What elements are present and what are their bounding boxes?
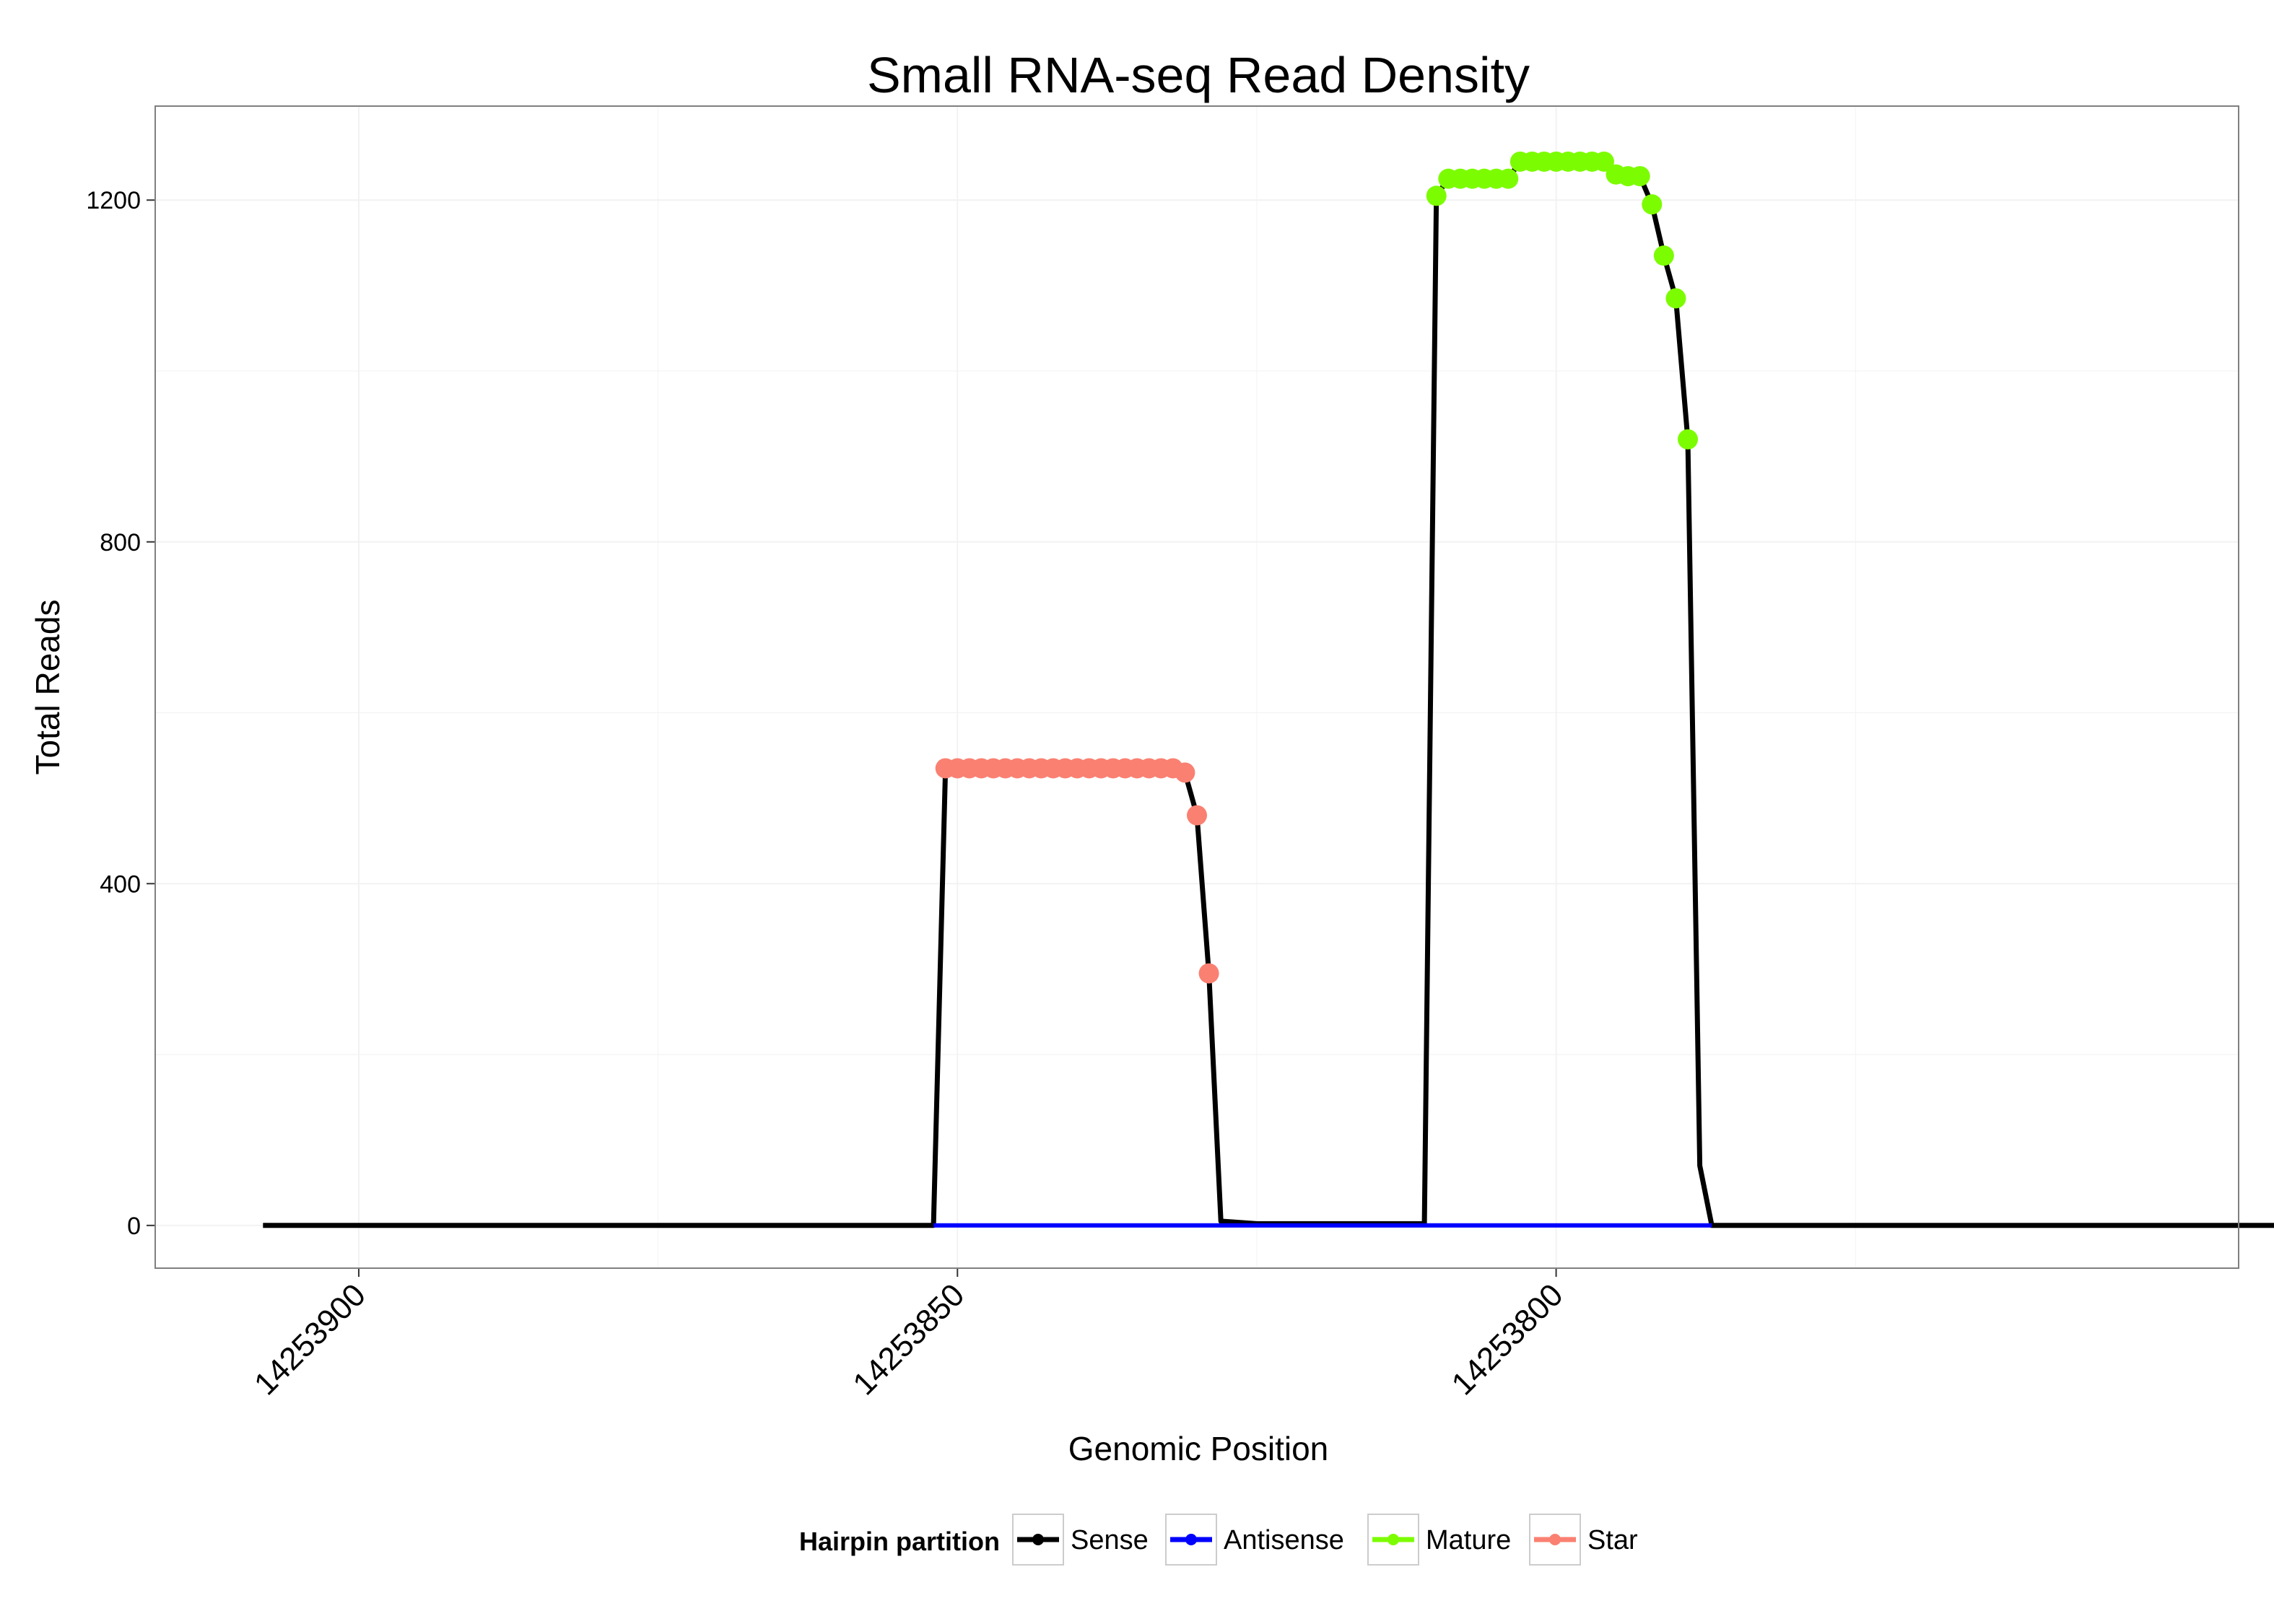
mature-point: [1426, 185, 1447, 206]
mature-point: [1653, 245, 1674, 266]
mature-point: [1593, 151, 1614, 172]
plot-panel-border: [154, 105, 2239, 1269]
chart-title: Small RNA-seq Read Density: [867, 47, 1530, 103]
legend-key-point: [1185, 1534, 1197, 1545]
legend-key-point: [1549, 1534, 1561, 1545]
legend-key-point: [1032, 1534, 1044, 1545]
mature-point: [1498, 168, 1519, 189]
y-tick-label: 400: [100, 870, 141, 898]
series-layer: [263, 151, 2274, 1228]
star-point: [1175, 762, 1195, 783]
y-axis-title: Total Reads: [29, 600, 66, 775]
legend-label: Antisense: [1224, 1525, 1344, 1555]
mature-point: [1665, 288, 1686, 309]
x-axis-title: Genomic Position: [1068, 1430, 1329, 1467]
mature-point: [1629, 166, 1650, 187]
x-tick-label: 14253850: [846, 1277, 971, 1402]
legend-item-mature: Mature: [1367, 1514, 1511, 1566]
legend-item-star: Star: [1529, 1514, 1638, 1566]
star-point: [1198, 963, 1219, 984]
y-tick-label: 800: [100, 529, 141, 556]
legend-label: Mature: [1426, 1525, 1511, 1555]
axes: 0 400 800 1200 14253900 14253850 14253800: [86, 187, 1569, 1402]
mature-point: [1642, 194, 1663, 215]
y-tick-label: 1200: [86, 187, 141, 214]
legend-item-antisense: Antisense: [1165, 1514, 1344, 1566]
legend-key-point: [1388, 1534, 1399, 1545]
x-tick-label: 14253900: [248, 1277, 373, 1402]
legend-title: Hairpin partition: [799, 1527, 1000, 1556]
y-tick-label: 0: [127, 1213, 141, 1240]
series-line-sense: [263, 159, 2274, 1228]
mature-point: [1678, 429, 1699, 450]
grid-lines: [155, 106, 2239, 1268]
star-point: [1187, 805, 1207, 826]
legend-item-sense: Sense: [1012, 1514, 1149, 1566]
legend-label: Sense: [1071, 1525, 1149, 1555]
legend: Hairpin partition Sense Antisense Mature St…: [799, 1514, 1638, 1566]
legend-label: Star: [1587, 1525, 1638, 1555]
x-tick-label: 14253800: [1445, 1277, 1570, 1402]
